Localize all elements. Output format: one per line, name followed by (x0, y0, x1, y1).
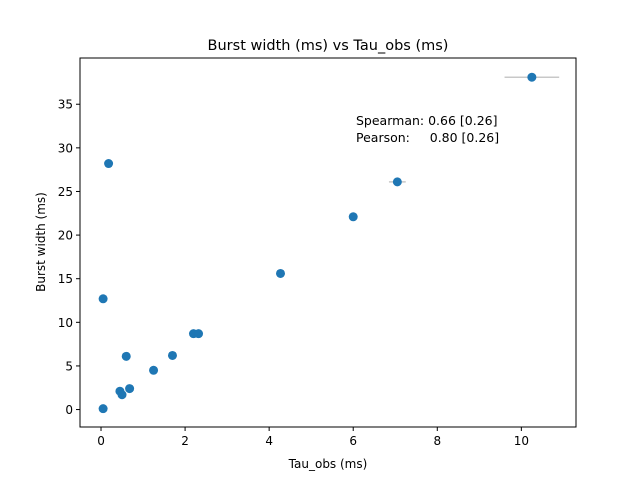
chart-title: Burst width (ms) vs Tau_obs (ms) (208, 38, 449, 54)
data-point (194, 329, 204, 339)
data-point (104, 159, 114, 169)
y-tick-label: 15 (58, 272, 73, 286)
annotation-pearson: Pearson: 0.80 [0.26] (356, 130, 499, 145)
annotation-spearman: Spearman: 0.66 [0.26] (356, 113, 497, 128)
x-tick-label: 8 (433, 434, 441, 448)
x-tick-label: 2 (181, 434, 189, 448)
data-points (98, 72, 537, 414)
x-tick-label: 4 (265, 434, 273, 448)
y-tick-label: 5 (65, 359, 73, 373)
y-tick-label: 0 (65, 403, 73, 417)
y-axis-label: Burst width (ms) (34, 192, 48, 292)
plot-frame (79, 57, 577, 428)
data-point (167, 350, 177, 360)
y-tick-label: 25 (58, 185, 73, 199)
data-point (125, 384, 135, 394)
x-axis-ticks: 0 2 4 6 8 10 (97, 427, 529, 448)
y-tick-label: 20 (58, 229, 73, 243)
y-tick-label: 35 (58, 98, 73, 112)
data-point (117, 390, 127, 400)
data-point (98, 294, 108, 304)
y-tick-label: 10 (58, 316, 73, 330)
data-point (121, 351, 131, 361)
data-point (98, 404, 108, 414)
y-axis-ticks: 0 5 10 15 20 25 30 35 (58, 98, 80, 417)
data-point (527, 72, 537, 82)
x-tick-label: 0 (97, 434, 105, 448)
data-point (392, 177, 402, 187)
x-axis-label: Tau_obs (ms) (288, 457, 368, 471)
data-point (276, 268, 286, 278)
data-point (149, 365, 159, 375)
y-tick-label: 30 (58, 141, 73, 155)
x-tick-label: 10 (514, 434, 529, 448)
x-tick-label: 6 (349, 434, 357, 448)
data-point (348, 212, 358, 222)
